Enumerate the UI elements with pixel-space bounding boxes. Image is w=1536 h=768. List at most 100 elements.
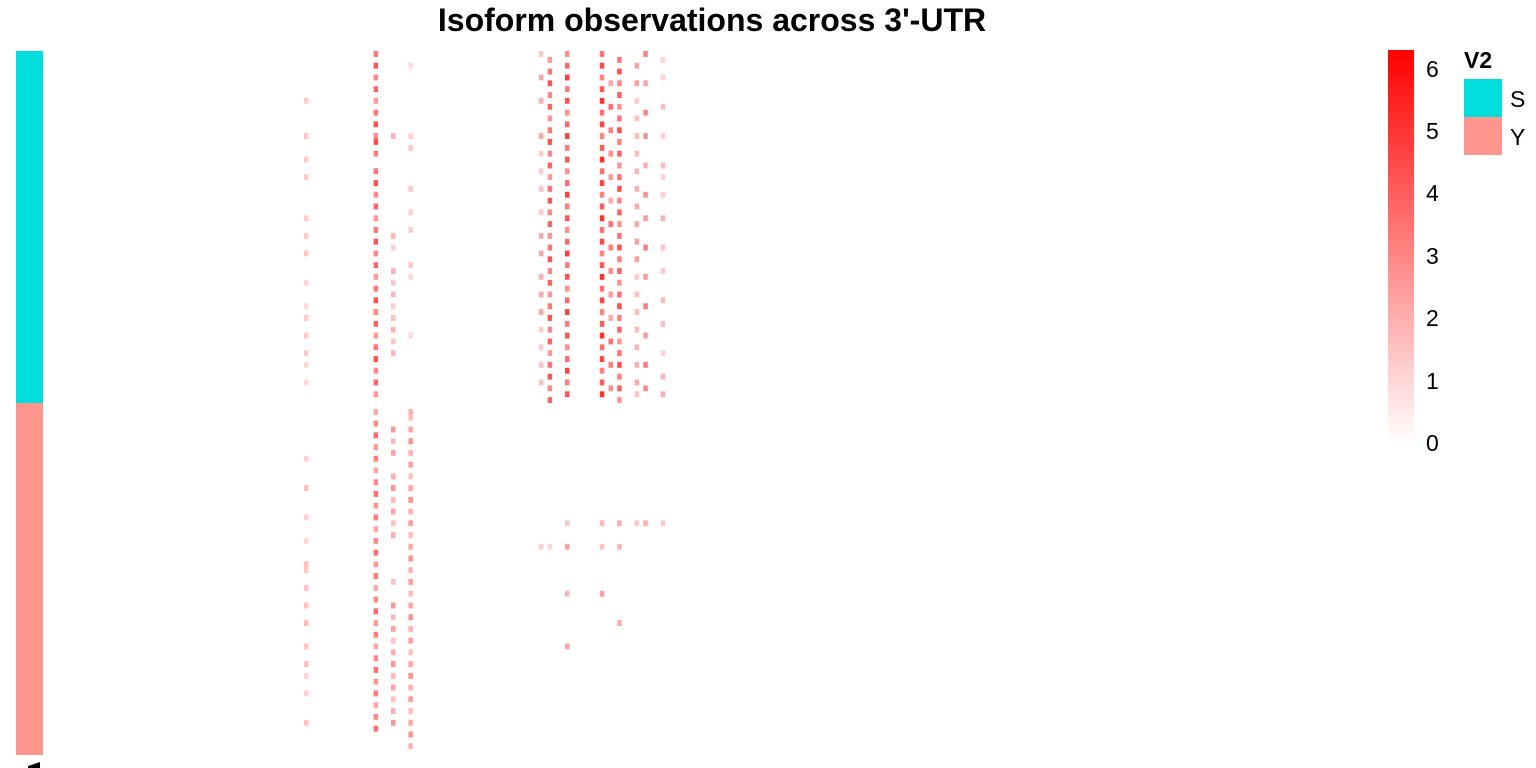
heatmap-cell: [660, 297, 666, 304]
annotation-group-y: [16, 403, 43, 755]
heatmap-cell: [599, 273, 605, 280]
heatmap-cell: [547, 350, 553, 357]
heatmap-cell: [565, 309, 570, 315]
heatmap-cell: [304, 537, 309, 544]
heatmap-cell: [565, 379, 570, 386]
heatmap-cell: [617, 520, 622, 527]
chart-title: Isoform observations across 3'-UTR: [437, 2, 987, 38]
heatmap-cell: [373, 573, 379, 579]
heatmap-cell: [617, 350, 622, 357]
heatmap-cell: [634, 379, 640, 386]
heatmap-cell: [617, 256, 622, 263]
heatmap-cell: [617, 244, 622, 251]
heatmap-cell: [304, 133, 309, 139]
heatmap-cell: [565, 356, 570, 362]
heatmap-cell: [538, 97, 544, 104]
heatmap-cell: [408, 144, 413, 151]
heatmap-cell: [373, 643, 379, 650]
heatmap-cell: [391, 672, 396, 679]
heatmap-cell: [304, 455, 309, 462]
heatmap-cell: [634, 80, 640, 87]
heatmap-cell: [373, 420, 379, 427]
heatmap-cell: [547, 361, 553, 368]
heatmap-cell: [634, 291, 640, 298]
heatmap-cell: [565, 144, 570, 151]
heatmap-cell: [408, 520, 413, 527]
heatmap-cell: [373, 139, 379, 145]
heatmap-cell: [373, 191, 379, 198]
heatmap-cell: [608, 291, 613, 298]
heatmap-cell: [538, 250, 544, 257]
heatmap-cell: [408, 672, 413, 679]
heatmap-cell: [547, 127, 553, 134]
heatmap-cell: [547, 139, 553, 145]
heatmap-cell: [634, 203, 640, 210]
heatmap-cell: [608, 338, 613, 345]
heatmap-cell: [408, 496, 413, 503]
heatmap-cell: [304, 215, 309, 222]
heatmap-cell: [599, 344, 605, 351]
heatmap-cell: [634, 344, 640, 351]
heatmap-cell: [565, 109, 570, 116]
legend-swatch-y: [1464, 117, 1502, 155]
heatmap-cell: [547, 256, 553, 263]
heatmap-cell: [617, 279, 622, 286]
heatmap-cell: [373, 356, 379, 362]
heatmap-cell: [599, 520, 605, 527]
heatmap-cell: [408, 567, 413, 574]
colorbar-tick-label: 0: [1426, 430, 1439, 456]
heatmap-cell: [373, 367, 379, 374]
heatmap-cell: [565, 391, 570, 398]
heatmap-cell: [547, 185, 553, 192]
heatmap-cell: [373, 250, 379, 257]
heatmap-cell: [304, 174, 309, 181]
heatmap-cell: [408, 555, 413, 562]
heatmap-cell: [599, 262, 605, 269]
heatmap-cell: [373, 690, 379, 697]
heatmap-cell: [617, 338, 622, 345]
heatmap-cell: [408, 579, 413, 585]
heatmap-cell: [617, 162, 622, 169]
heatmap-cell: [565, 133, 570, 139]
heatmap-cell: [599, 379, 605, 386]
heatmap-cell: [391, 708, 396, 714]
heatmap-cell: [304, 643, 309, 650]
heatmap-cell: [608, 361, 613, 368]
heatmap-cell: [634, 97, 640, 104]
heatmap-cell: [391, 719, 396, 726]
heatmap-cell: [634, 309, 640, 315]
heatmap-cell: [643, 303, 648, 310]
heatmap-cell: [373, 344, 379, 351]
heatmap-cell: [643, 109, 648, 116]
heatmap-cell: [617, 221, 622, 227]
heatmap-cell: [408, 719, 413, 726]
heatmap-cell: [304, 514, 309, 521]
heatmap-cell: [408, 625, 413, 632]
heatmap-cell: [391, 696, 396, 703]
heatmap-cell: [373, 297, 379, 304]
heatmap-cell: [565, 520, 570, 527]
heatmap-cell: [391, 473, 396, 480]
heatmap-cell: [304, 332, 309, 339]
heatmap-cell: [565, 121, 570, 128]
heatmap-cell: [304, 661, 309, 667]
heatmap-cell: [373, 596, 379, 603]
heatmap-cell: [373, 561, 379, 568]
heatmap-cell: [304, 303, 309, 310]
heatmap-cell: [391, 133, 396, 139]
heatmap-cell: [634, 133, 640, 139]
heatmap-cell: [565, 227, 570, 233]
heatmap-cell: [373, 379, 379, 386]
heatmap-cell: [391, 326, 396, 333]
heatmap-cell: [565, 156, 570, 163]
heatmap-cell: [304, 561, 309, 568]
heatmap: [16, 51, 666, 768]
heatmap-cell: [373, 97, 379, 104]
heatmap-cell: [565, 203, 570, 210]
heatmap-cell: [643, 273, 648, 280]
heatmap-cell: [304, 602, 309, 609]
heatmap-cell: [304, 350, 309, 357]
heatmap-cell: [599, 543, 605, 550]
heatmap-cell: [373, 479, 379, 486]
heatmap-cell: [608, 268, 613, 274]
